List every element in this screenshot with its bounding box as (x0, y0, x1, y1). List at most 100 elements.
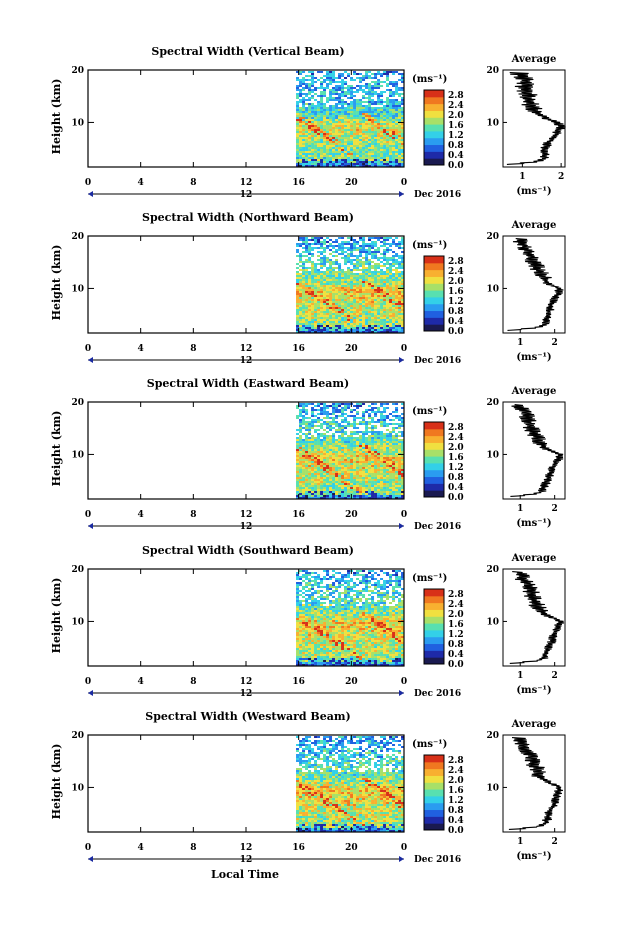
heatmap-cell (401, 107, 405, 109)
heatmap-cell (308, 495, 312, 497)
heatmap-cell (296, 584, 300, 586)
heatmap-cell (311, 289, 315, 291)
heatmap-cell (302, 473, 306, 475)
heatmap-cell (392, 155, 396, 157)
heatmap-cell (386, 429, 390, 431)
heatmap-cell (305, 113, 309, 115)
heatmap-cell (395, 83, 399, 85)
heatmap-cell (308, 443, 312, 445)
heatmap-cell (326, 273, 330, 275)
heatmap-cell (356, 287, 360, 289)
heatmap-cell (401, 255, 405, 257)
heatmap-cell (314, 87, 318, 89)
heatmap-cell (341, 469, 345, 471)
heatmap-cell (341, 161, 345, 163)
heatmap-cell (323, 441, 327, 443)
heatmap-cell (344, 465, 348, 467)
heatmap-cell (314, 473, 318, 475)
heatmap-cell (377, 103, 381, 105)
colorbar-tick-label: 2.8 (448, 257, 464, 267)
heatmap-cell (359, 265, 363, 267)
heatmap-cell (329, 129, 333, 131)
heatmap-cell (320, 491, 324, 493)
heatmap-cell (332, 465, 336, 467)
heatmap-cell (329, 279, 333, 281)
heatmap-cell (383, 411, 387, 413)
heatmap-cell (320, 327, 324, 329)
heatmap-cell (368, 87, 372, 89)
heatmap-cell (389, 489, 393, 491)
heatmap-cell (344, 159, 348, 161)
heatmap-cell (326, 101, 330, 103)
heatmap-cell (326, 139, 330, 141)
heatmap-cell (359, 159, 363, 161)
heatmap-cell (302, 93, 306, 95)
heatmap-cell (341, 437, 345, 439)
heatmap-cell (320, 95, 324, 97)
heatmap-cell (374, 123, 378, 125)
heatmap-cell (296, 151, 300, 153)
heatmap-cell (338, 425, 342, 427)
colorbar-tick-label: 0.0 (448, 327, 464, 337)
heatmap-cell (332, 75, 336, 77)
heatmap-cell (386, 105, 390, 107)
heatmap-cell (392, 241, 396, 243)
heatmap-cell (314, 572, 318, 574)
heatmap-cell (368, 115, 372, 117)
heatmap-cell (356, 417, 360, 419)
heatmap-cell (362, 101, 366, 103)
heatmap-cell (329, 327, 333, 329)
heatmap-cell (380, 131, 384, 133)
heatmap-cell (332, 123, 336, 125)
heatmap-cell (338, 586, 342, 588)
heatmap-cell (389, 303, 393, 305)
heatmap-cell (329, 143, 333, 145)
heatmap-cell (356, 437, 360, 439)
heatmap-cell (359, 485, 363, 487)
heatmap-cell (347, 269, 351, 271)
heatmap-cell (347, 287, 351, 289)
heatmap-cell (347, 475, 351, 477)
heatmap-cell (362, 497, 366, 499)
heatmap-cell (347, 147, 351, 149)
heatmap-cell (389, 103, 393, 105)
heatmap-cell (308, 477, 312, 479)
heatmap-cell (353, 299, 357, 301)
heatmap-cell (350, 311, 354, 313)
heatmap-cell (344, 475, 348, 477)
heatmap-cell (299, 590, 303, 592)
heatmap-cell (374, 427, 378, 429)
heatmap-cell (302, 157, 306, 159)
heatmap-cell (338, 495, 342, 497)
heatmap-cell (323, 151, 327, 153)
heatmap-cell (353, 582, 357, 584)
heatmap-cell (296, 576, 300, 578)
heatmap-cell (305, 479, 309, 481)
heatmap-cell (323, 317, 327, 319)
heatmap-cell (398, 469, 402, 471)
heatmap-cell (371, 253, 375, 255)
heatmap-cell (347, 483, 351, 485)
heatmap-cell (341, 313, 345, 315)
heatmap-cell (371, 590, 375, 592)
heatmap-cell (395, 111, 399, 113)
heatmap-cell (362, 289, 366, 291)
heatmap-cell (401, 159, 405, 161)
heatmap-cell (377, 263, 381, 265)
heatmap-cell (350, 481, 354, 483)
heatmap-cell (329, 135, 333, 137)
heatmap-cell (374, 586, 378, 588)
heatmap-cell (338, 273, 342, 275)
heatmap-cell (326, 113, 330, 115)
heatmap-cell (311, 586, 315, 588)
heatmap-cell (365, 73, 369, 75)
heatmap-cell (365, 574, 369, 576)
heatmap-cell (311, 159, 315, 161)
heatmap-cell (320, 427, 324, 429)
heatmap-cell (401, 129, 405, 131)
heatmap-cell (383, 572, 387, 574)
heatmap-cell (347, 289, 351, 291)
heatmap-cell (383, 582, 387, 584)
heatmap-cell (338, 267, 342, 269)
heatmap-cell (401, 327, 405, 329)
